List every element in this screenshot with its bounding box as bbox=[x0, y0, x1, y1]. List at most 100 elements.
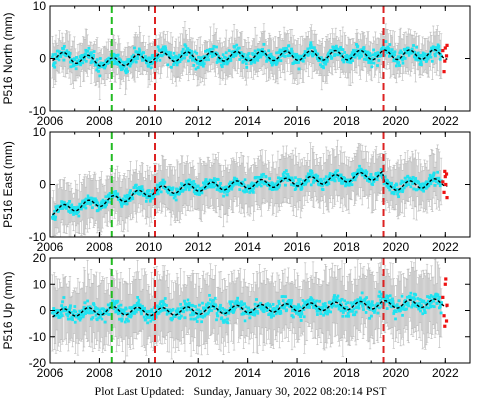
data-point bbox=[197, 190, 201, 194]
data-point bbox=[322, 66, 325, 70]
data-point bbox=[291, 52, 294, 56]
data-point bbox=[379, 168, 383, 171]
x-tick-label: 2014 bbox=[234, 114, 261, 128]
data-point bbox=[81, 61, 85, 65]
data-point bbox=[264, 175, 268, 179]
recent-point bbox=[442, 190, 446, 194]
data-point bbox=[365, 58, 368, 62]
x-tick-label: 2008 bbox=[86, 114, 113, 128]
data-point bbox=[162, 52, 166, 56]
data-point bbox=[189, 56, 193, 59]
data-point bbox=[398, 64, 401, 67]
data-point bbox=[73, 58, 77, 62]
data-point bbox=[187, 188, 191, 192]
data-point bbox=[324, 62, 328, 66]
data-point bbox=[112, 190, 116, 194]
data-point bbox=[236, 182, 239, 186]
data-point bbox=[422, 58, 426, 62]
data-point bbox=[305, 180, 308, 184]
data-point bbox=[158, 186, 161, 190]
data-point bbox=[345, 53, 349, 57]
x-tick-label: 2008 bbox=[86, 240, 113, 254]
data-point bbox=[126, 198, 130, 202]
data-point bbox=[150, 195, 154, 199]
data-point bbox=[54, 205, 58, 209]
data-point bbox=[169, 65, 173, 69]
data-point bbox=[392, 58, 396, 61]
data-point bbox=[155, 59, 158, 62]
data-point bbox=[69, 65, 73, 69]
data-point bbox=[410, 47, 414, 51]
data-point bbox=[282, 174, 286, 178]
data-point bbox=[96, 201, 100, 205]
data-point bbox=[385, 184, 389, 188]
data-point bbox=[419, 185, 423, 189]
data-point bbox=[79, 203, 83, 207]
data-point bbox=[323, 60, 327, 64]
data-point bbox=[59, 55, 63, 58]
data-point bbox=[439, 53, 443, 56]
data-point bbox=[294, 61, 297, 65]
data-point bbox=[147, 64, 150, 68]
data-point bbox=[336, 53, 340, 57]
data-point bbox=[211, 179, 215, 183]
data-point bbox=[415, 188, 419, 192]
data-point bbox=[78, 55, 82, 59]
data-point bbox=[370, 176, 374, 179]
data-point bbox=[132, 186, 136, 189]
data-point bbox=[325, 183, 329, 187]
data-point bbox=[127, 196, 131, 199]
data-point bbox=[96, 208, 100, 212]
data-point bbox=[65, 49, 69, 53]
data-point bbox=[257, 56, 261, 59]
data-point bbox=[124, 198, 128, 202]
data-point bbox=[92, 53, 96, 57]
data-point bbox=[395, 183, 399, 187]
data-point bbox=[271, 182, 275, 185]
data-point bbox=[99, 61, 103, 65]
data-point bbox=[103, 66, 107, 70]
data-point bbox=[90, 59, 94, 63]
data-point bbox=[402, 186, 406, 190]
data-point bbox=[435, 49, 439, 53]
data-point bbox=[350, 51, 354, 55]
data-point bbox=[275, 187, 279, 191]
data-point bbox=[377, 59, 381, 62]
data-point bbox=[413, 178, 417, 182]
data-point bbox=[81, 199, 85, 203]
data-point bbox=[418, 55, 422, 59]
data-point bbox=[216, 178, 220, 181]
data-point bbox=[329, 48, 332, 52]
data-point bbox=[125, 202, 129, 206]
data-point bbox=[278, 183, 282, 187]
data-point bbox=[399, 49, 403, 53]
x-tick-label: 2016 bbox=[284, 114, 311, 128]
data-point bbox=[312, 53, 315, 57]
data-point bbox=[224, 51, 228, 55]
data-point bbox=[166, 63, 170, 67]
data-point bbox=[206, 54, 210, 58]
data-point bbox=[94, 63, 97, 67]
x-tick-label: 2006 bbox=[37, 114, 64, 128]
data-point bbox=[371, 53, 375, 57]
data-point bbox=[412, 55, 416, 59]
data-point bbox=[248, 190, 252, 194]
data-point bbox=[428, 173, 432, 177]
data-point bbox=[434, 180, 438, 184]
recent-point bbox=[445, 43, 449, 47]
data-point bbox=[209, 179, 213, 182]
data-point bbox=[114, 190, 118, 193]
data-marks bbox=[51, 21, 449, 100]
data-point bbox=[121, 67, 125, 71]
y-axis-label: P516 East (mm) bbox=[1, 141, 15, 228]
data-point bbox=[369, 175, 372, 179]
data-point bbox=[400, 179, 404, 183]
recent-point bbox=[445, 196, 449, 200]
data-point bbox=[249, 189, 253, 192]
data-point bbox=[70, 203, 74, 207]
data-point bbox=[375, 178, 379, 182]
data-point bbox=[222, 194, 225, 198]
data-point bbox=[152, 195, 156, 198]
data-point bbox=[183, 43, 187, 47]
data-point bbox=[172, 51, 176, 55]
